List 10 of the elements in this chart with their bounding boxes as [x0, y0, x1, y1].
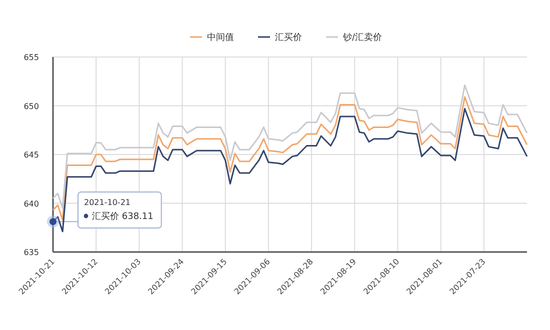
legend-label: 汇买价	[275, 32, 302, 43]
y-tick-label: 655	[24, 53, 39, 62]
annotation: 2021-10-21 汇买价 638.11	[56, 192, 162, 228]
legend-label: 中间值	[207, 32, 234, 43]
y-tick-label: 645	[24, 150, 39, 160]
annotation: 2021-10-21 汇买价 638.11	[84, 198, 154, 222]
y-tick-label: 650	[24, 102, 39, 111]
legend-label: 钞/汇卖价	[342, 32, 382, 43]
y-tick-label: 635	[24, 248, 39, 257]
y-tick-label: 640	[24, 199, 39, 208]
